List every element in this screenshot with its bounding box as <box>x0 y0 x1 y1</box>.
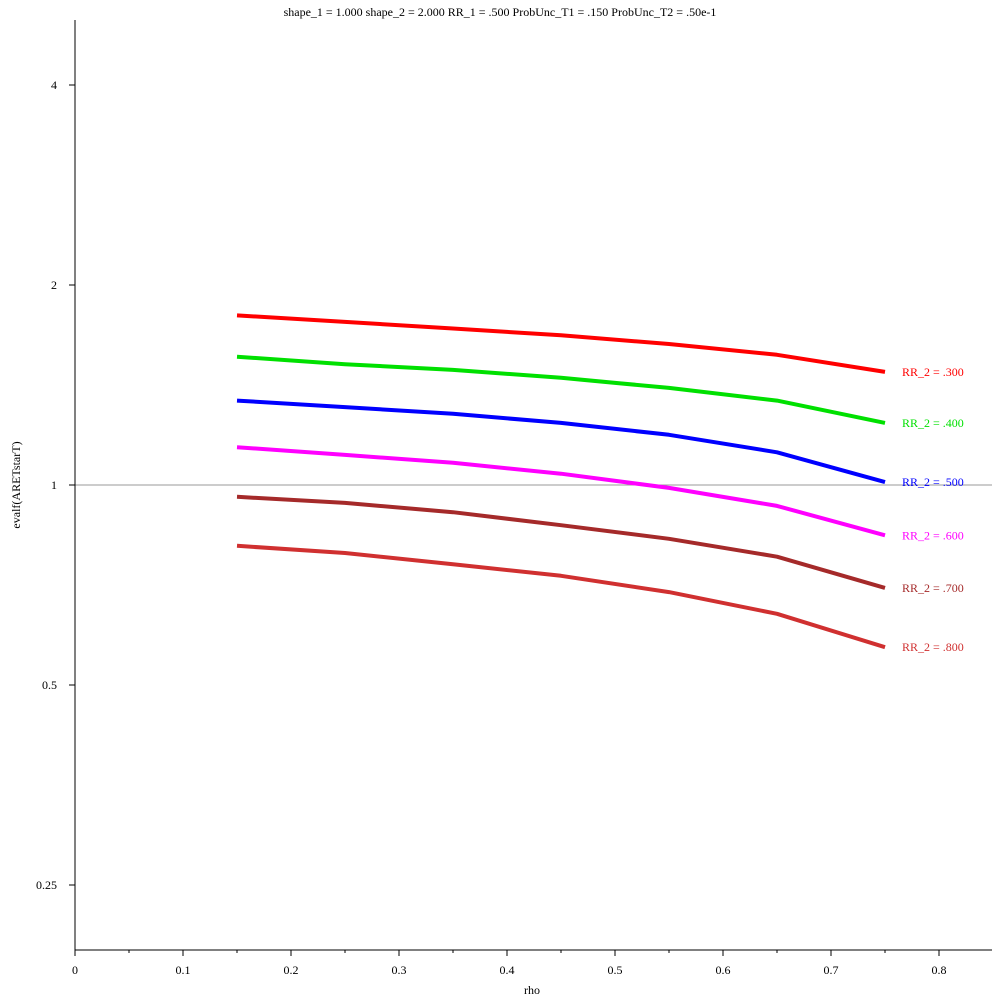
series-label-6: RR_2 = .800 <box>902 640 964 654</box>
x-tick-label: 0.7 <box>824 963 839 977</box>
y-tick-label: 2 <box>51 278 57 292</box>
x-tick-label: 0.1 <box>176 963 191 977</box>
series-label-5: RR_2 = .700 <box>902 581 964 595</box>
series-line-5 <box>236 494 886 590</box>
x-tick-label: 0.5 <box>608 963 623 977</box>
series-line-4 <box>236 445 886 538</box>
y-tick-label: 0.5 <box>42 678 57 692</box>
x-tick-label: 0.2 <box>284 963 299 977</box>
y-axis-label: evalf(ARETstarT) <box>9 441 23 528</box>
series-label-2: RR_2 = .400 <box>902 416 964 430</box>
series-line-6 <box>236 543 886 650</box>
y-tick-label: 0.25 <box>36 878 57 892</box>
series-label-3: RR_2 = .500 <box>902 475 964 489</box>
series-line-1 <box>236 313 886 374</box>
x-tick-label: 0.4 <box>500 963 515 977</box>
x-tick-label: 0 <box>72 963 78 977</box>
y-tick-label: 1 <box>51 478 57 492</box>
x-tick-label: 0.8 <box>932 963 947 977</box>
series-label-4: RR_2 = .600 <box>902 528 964 542</box>
x-tick-label: 0.6 <box>716 963 731 977</box>
chart-title: shape_1 = 1.000 shape_2 = 2.000 RR_1 = .… <box>284 5 717 19</box>
x-tick-label: 0.3 <box>392 963 407 977</box>
series-line-3 <box>236 398 886 485</box>
series-line-2 <box>236 354 886 425</box>
series-label-1: RR_2 = .300 <box>902 365 964 379</box>
x-axis-label: rho <box>524 983 540 997</box>
y-tick-label: 4 <box>51 78 57 92</box>
